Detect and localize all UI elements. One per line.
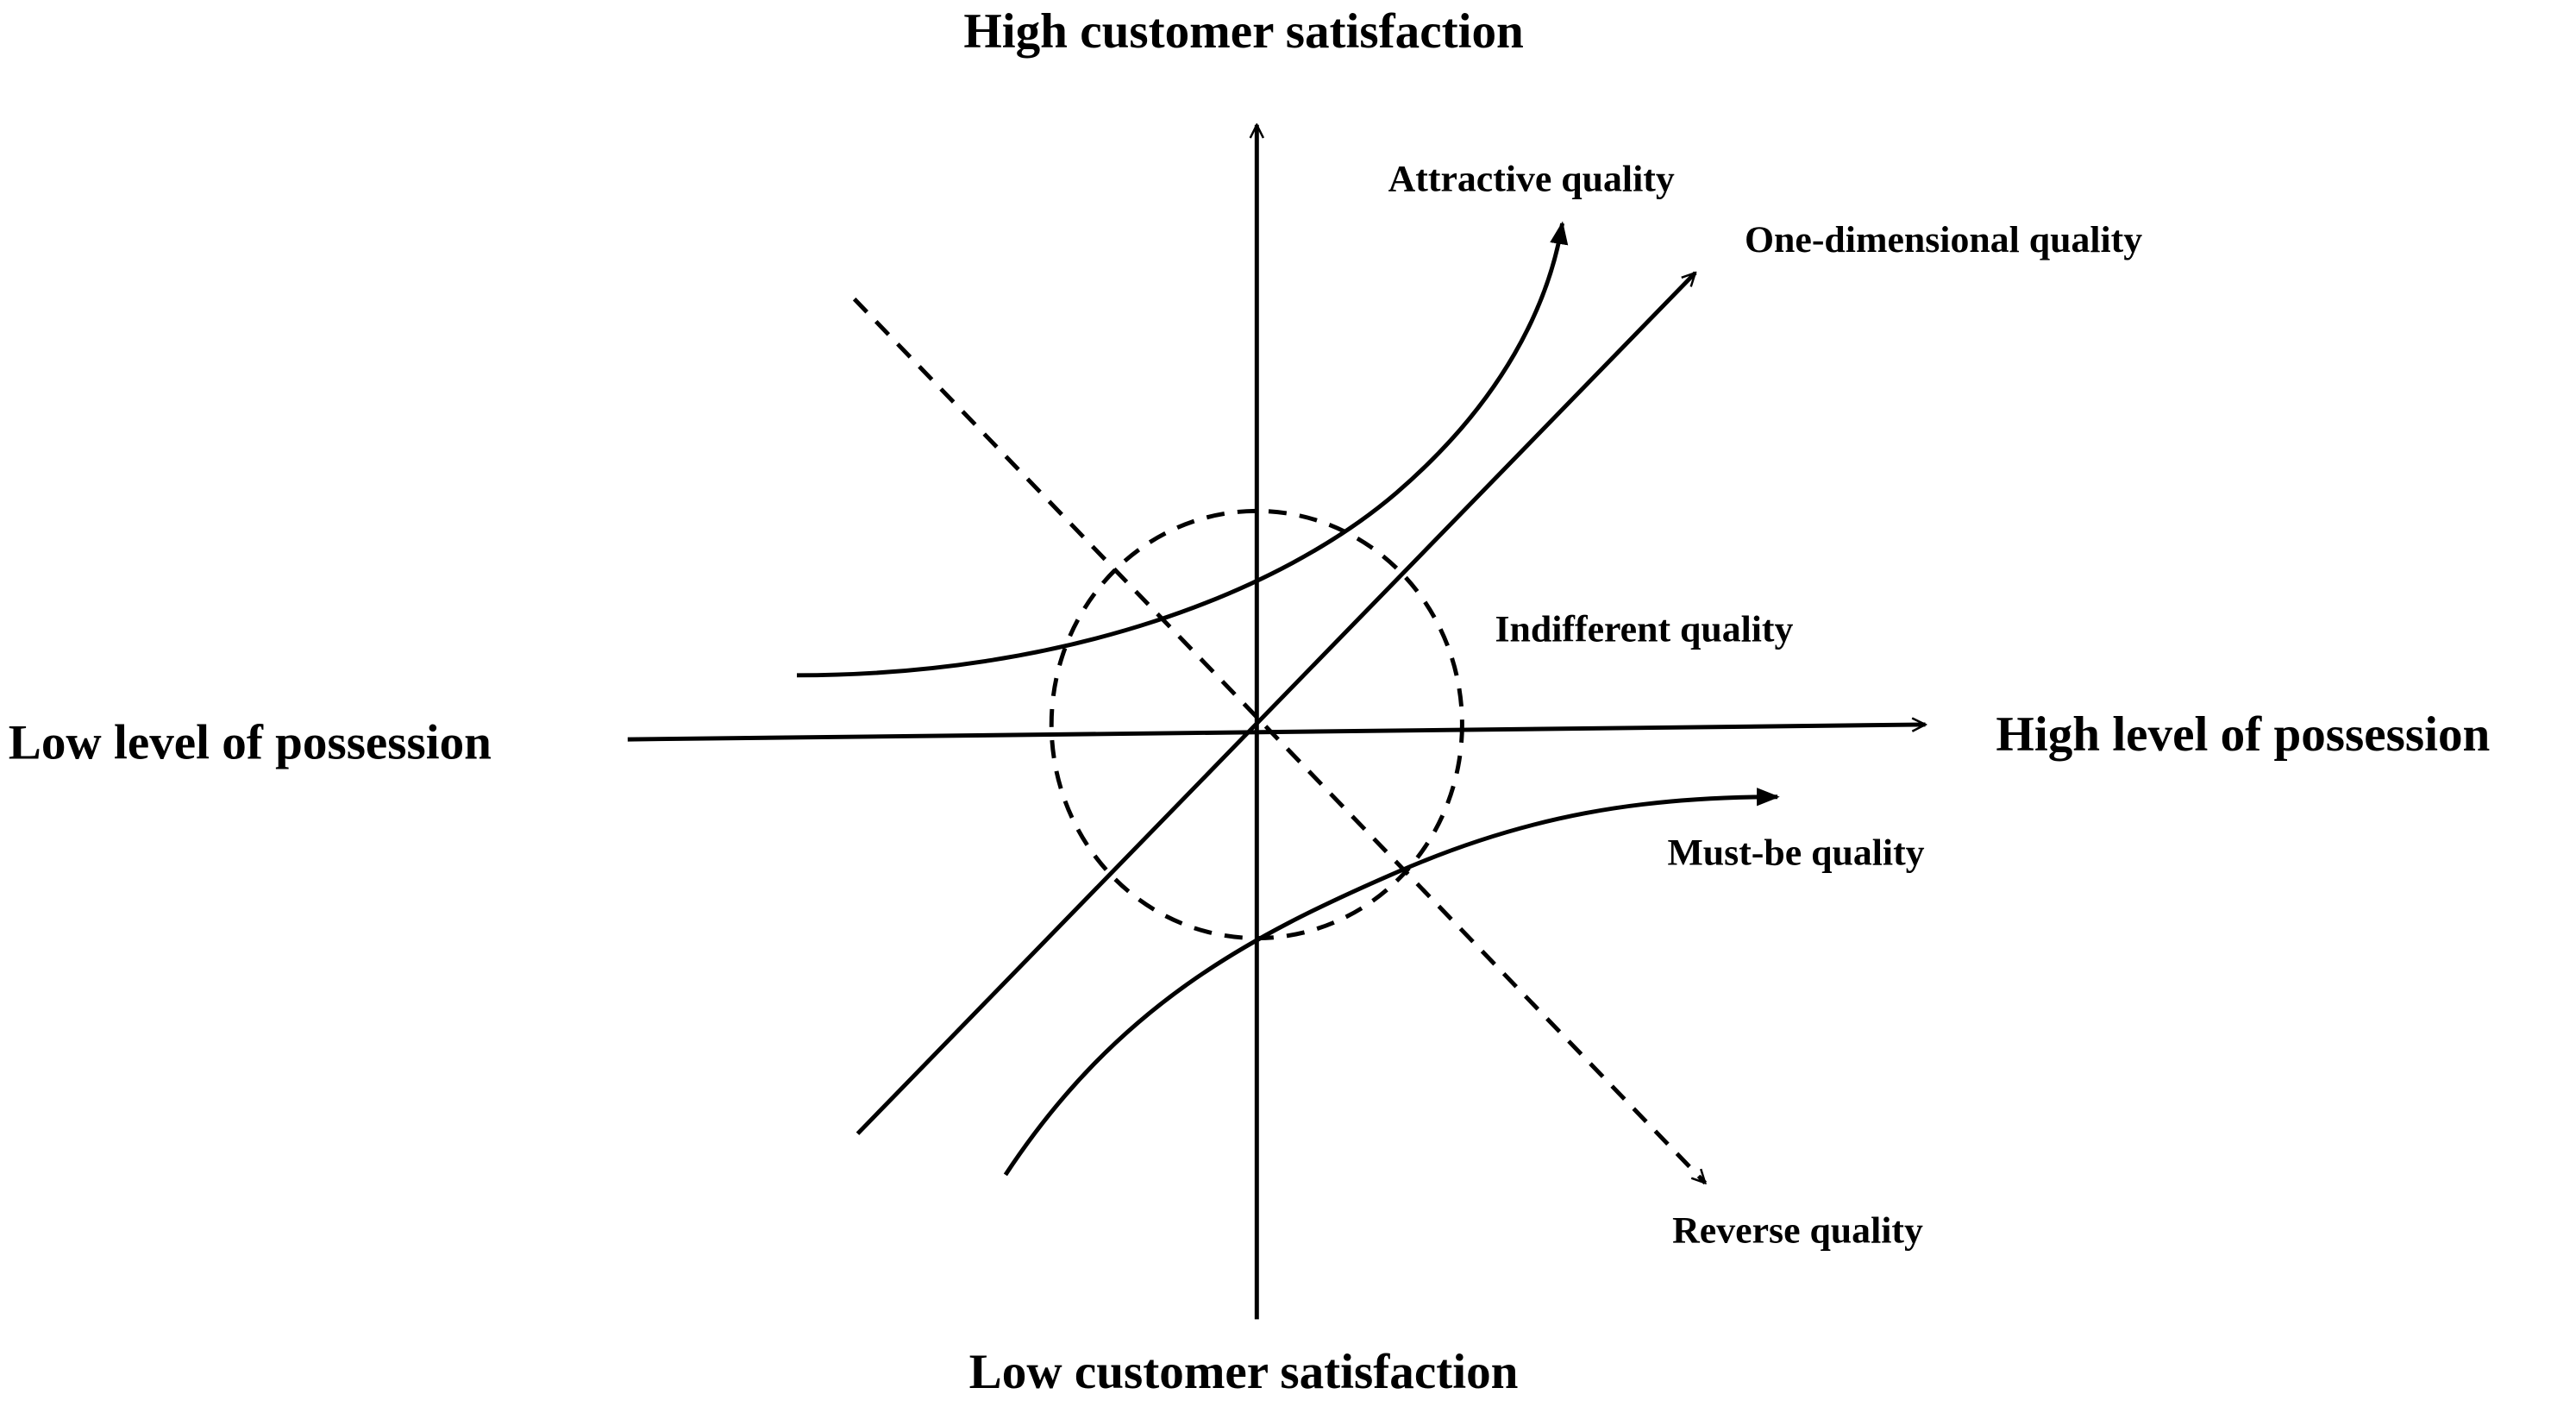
must-be-curve [1003,788,1780,1177]
one-dimensional-line [856,273,1695,1135]
reverse-line [852,297,1706,1184]
horizontal-axis [627,725,1926,742]
indifferent-label: Indifferent quality [1495,608,1793,650]
left-label: Low level of possession [9,716,492,770]
bottom-label: Low customer satisfaction [969,1345,1519,1399]
attractive-label: Attractive quality [1388,158,1675,199]
one-dimensional-label: One-dimensional quality [1745,219,2142,261]
top-label: High customer satisfaction [963,4,1524,59]
right-label: High level of possession [1996,707,2490,762]
must-be-label: Must-be quality [1667,832,1924,873]
attractive-curve [797,221,1569,678]
reverse-label: Reverse quality [1672,1209,1923,1251]
